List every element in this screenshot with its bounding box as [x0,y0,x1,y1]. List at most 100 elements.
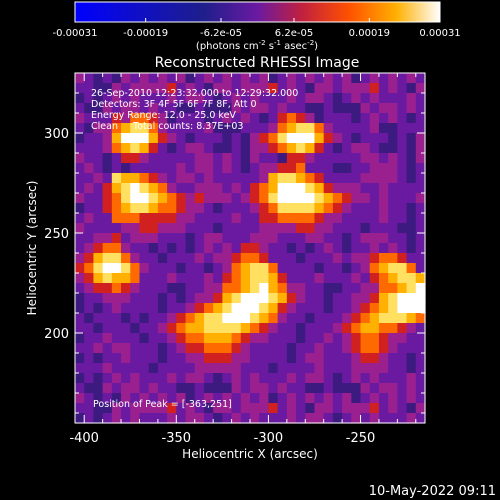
x-axis: -400 -350 -300 -250 [69,73,417,446]
heatmap-cell [111,373,122,384]
heatmap-cell [231,263,242,274]
heatmap-cell [296,223,306,234]
heatmap-cell [415,353,426,364]
heatmap-cell [332,343,343,354]
heatmap-cell [185,353,196,364]
heatmap-cell [157,73,168,84]
heatmap-cell [102,123,113,134]
heatmap-cell [268,413,279,424]
heatmap-cell [369,303,380,314]
heatmap-cell [102,263,113,274]
heatmap-cell [360,113,371,124]
heatmap-cell [351,303,362,314]
heatmap-cell [213,413,223,424]
heatmap-cell [406,93,417,104]
heatmap-cell [75,163,85,174]
heatmap-cell [194,213,205,224]
heatmap-cell [259,303,270,314]
heatmap-cell [286,203,297,214]
heatmap-cell [351,173,362,184]
heatmap-cell [157,233,168,244]
heatmap-cell [296,123,306,134]
peak-position-text: Position of Peak = [-363,251] [93,399,232,410]
heatmap-cell [360,323,371,334]
heatmap-cell [250,193,260,204]
heatmap-cell [305,363,316,374]
heatmap-cell [185,193,196,204]
heatmap-cell [378,223,389,234]
heatmap-cell [360,403,371,414]
heatmap-cell [157,403,168,414]
heatmap-cell [121,313,131,324]
heatmap-cell [167,163,177,174]
heatmap-cell [286,253,297,264]
heatmap-cell [167,103,177,114]
heatmap-cell [360,103,371,114]
heatmap-cell [378,73,389,84]
heatmap-cell [296,113,306,124]
heatmap-cell [185,213,196,224]
heatmap-cell [213,403,223,414]
heatmap-cell [111,163,122,174]
heatmap-cell [332,173,343,184]
heatmap-cell [296,233,306,244]
heatmap-cell [231,373,242,384]
heatmap-cell [130,263,141,274]
heatmap-cell [305,303,316,314]
heatmap-cell [111,73,122,84]
heatmap-cell [213,203,223,214]
heatmap-cell [277,373,288,384]
heatmap-cell [360,133,371,144]
heatmap-cell [268,143,279,154]
heatmap-cell [360,313,371,324]
heatmap-cell [332,83,343,94]
heatmap-cell [277,343,288,354]
heatmap-cell [277,183,288,194]
heatmap-cell [75,103,85,114]
heatmap-cell [84,273,95,284]
heatmap-cell [102,333,113,344]
heatmap-cell [194,153,205,164]
heatmap-cell [93,73,104,84]
heatmap-cell [259,73,270,84]
heatmap-cell [397,123,408,134]
heatmap-cell [75,333,85,344]
heatmap-cell [369,123,380,134]
heatmap-cell [277,243,288,254]
heatmap-cell [203,363,214,374]
heatmap-cell [93,363,104,374]
heatmap-cell [157,113,168,124]
heatmap-cell [378,373,389,384]
heatmap-cell [268,213,279,224]
heatmap-cell [351,213,362,224]
heatmap-cell [93,193,104,204]
heatmap-cell [157,183,168,194]
heatmap-cell [240,313,251,324]
heatmap-cell [231,113,242,124]
heatmap-cell [213,333,223,344]
heatmap-cell [102,73,113,84]
heatmap-cell [93,223,104,234]
heatmap-cell [240,343,251,354]
heatmap-cell [268,353,279,364]
heatmap-cell [240,83,251,94]
heatmap-cell [93,303,104,314]
heatmap-cell [296,313,306,324]
heatmap-cell [111,173,122,184]
heatmap-cell [194,353,205,364]
heatmap-cell [203,203,214,214]
heatmap-cell [415,263,426,274]
heatmap-cell [369,93,380,104]
heatmap-cell [415,193,426,204]
heatmap-cell [286,83,297,94]
heatmap-cell [111,283,122,294]
heatmap-cell [378,103,389,114]
heatmap-cell [323,293,334,304]
heatmap-cell [176,323,187,334]
heatmap-cell [167,203,177,214]
heatmap-cell [167,133,177,144]
heatmap-cell [296,393,306,404]
heatmap-cell [222,233,233,244]
heatmap-cell [93,113,104,124]
heatmap-cell [139,263,150,274]
